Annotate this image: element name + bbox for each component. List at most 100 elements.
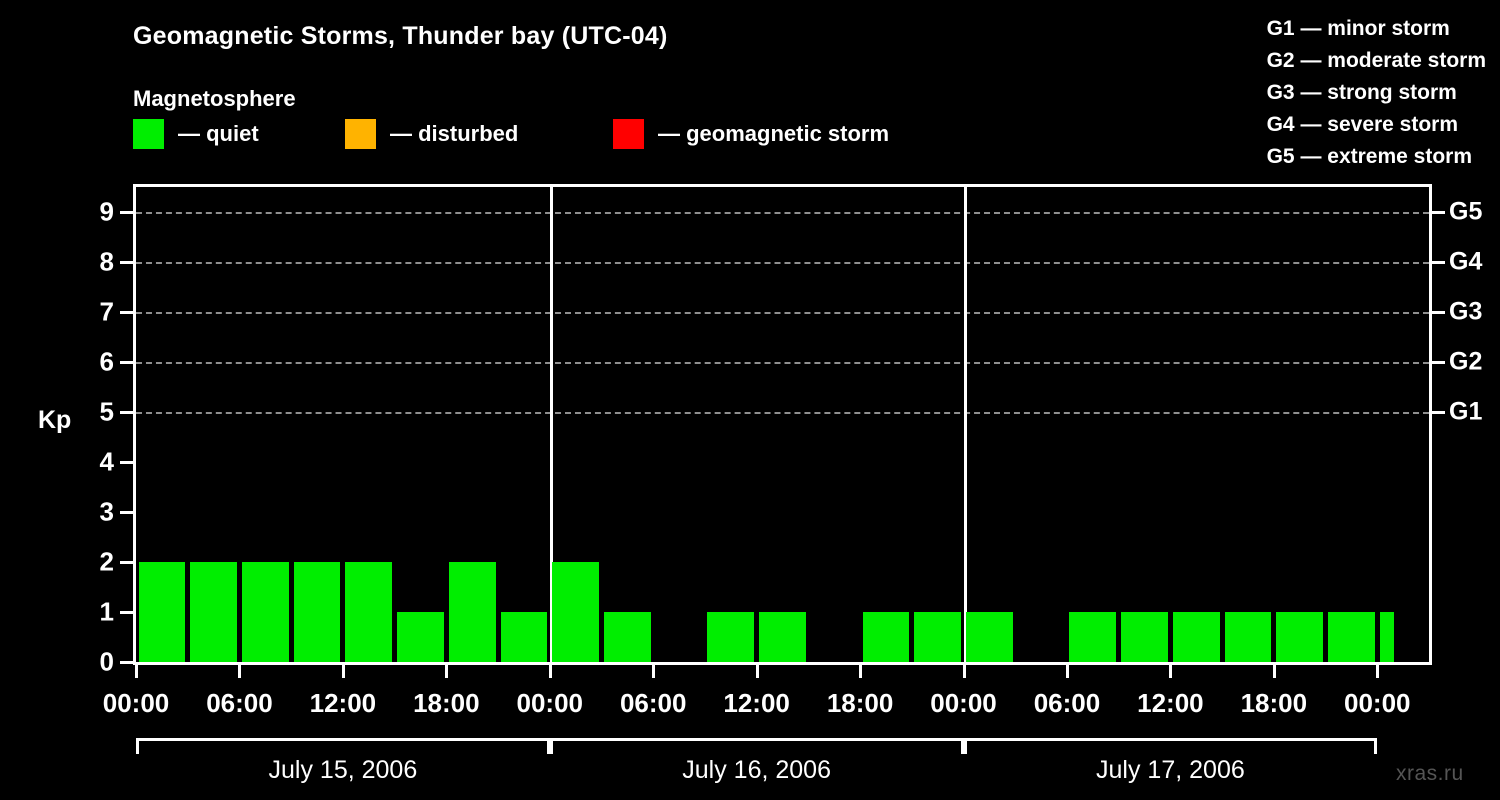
kp-bar [190, 562, 237, 662]
gridline [136, 262, 1429, 264]
g-scale-row: G4 — severe storm [1266, 113, 1459, 136]
x-axis-tick [1169, 665, 1173, 678]
kp-bar [1276, 612, 1324, 662]
x-axis-tick [1272, 665, 1276, 678]
legend-item: — quiet [133, 119, 259, 149]
y-axis-title: Kp [38, 406, 72, 434]
date-label: July 16, 2006 [682, 756, 831, 784]
date-bracket [549, 738, 964, 754]
y-axis-tick [120, 511, 133, 514]
x-axis-tick-label: 12:00 [309, 688, 377, 718]
x-axis-tick [238, 665, 242, 678]
day-separator [963, 187, 967, 662]
date-bracket [963, 738, 1378, 754]
x-axis-tick-label: 00:00 [1344, 688, 1411, 718]
day-separator [549, 187, 553, 662]
kp-bar [603, 612, 651, 662]
right-axis-tick-label: G2 [1449, 347, 1483, 376]
x-axis-tick [859, 665, 863, 678]
x-axis-tick [341, 665, 345, 678]
kp-bar [966, 612, 1013, 662]
kp-bar [707, 612, 755, 662]
x-axis-tick-label: 12:00 [1137, 688, 1204, 718]
date-bracket [136, 738, 550, 754]
y-axis-tick-label: 2 [99, 546, 114, 577]
y-axis-tick-label: 9 [99, 196, 114, 227]
x-axis-tick-label: 12:00 [723, 688, 790, 718]
page-title: Geomagnetic Storms, Thunder bay (UTC-04) [133, 22, 668, 50]
g-scale-legend: G1 — minor storm G2 — moderate storm G3 — … [1267, 13, 1486, 173]
chart-subtitle: Magnetosphere [133, 86, 296, 111]
kp-bar [241, 562, 289, 662]
bar-series [136, 187, 1429, 662]
x-axis-tick-label: 18:00 [826, 688, 894, 718]
x-axis-tick [1065, 665, 1069, 678]
g-scale-row: G1 — minor storm [1266, 17, 1450, 40]
right-axis-tick [1432, 411, 1445, 414]
green-square-swatch [133, 119, 164, 149]
y-axis-tick-label: 8 [99, 246, 114, 277]
y-axis-tick-label: 3 [99, 496, 114, 527]
kp-bar [138, 562, 186, 662]
x-axis-tick-label: 00:00 [516, 688, 584, 718]
legend-item: — geomagnetic storm [613, 119, 889, 149]
kp-bar [759, 612, 806, 662]
kp-bar [397, 612, 444, 662]
y-axis-tick-label: 5 [99, 396, 114, 427]
kp-bar [1172, 612, 1220, 662]
y-axis-tick-label: 1 [99, 596, 114, 627]
g-scale-row: G5 — extreme storm [1266, 145, 1473, 168]
y-axis-tick [120, 661, 133, 664]
kp-bar [1121, 612, 1168, 662]
kp-bar [1069, 612, 1117, 662]
x-axis-tick-label: 06:00 [1033, 688, 1101, 718]
x-axis-tick-label: 00:00 [102, 688, 170, 718]
gridline [136, 212, 1429, 214]
y-axis-tick-label: 6 [99, 346, 114, 377]
right-axis-tick [1432, 261, 1445, 264]
right-axis-tick-label: G3 [1449, 297, 1483, 326]
right-axis-tick-label: G1 [1449, 397, 1483, 426]
y-axis-tick-label: 4 [99, 446, 114, 477]
watermark: xras.ru [1396, 762, 1464, 785]
legend-item-label: — disturbed [390, 121, 519, 146]
y-axis-tick-label: 7 [99, 296, 114, 327]
g-scale-row: G2 — moderate storm [1266, 49, 1486, 72]
x-axis-tick-label: 18:00 [1240, 688, 1308, 718]
right-axis-tick-label: G5 [1449, 197, 1483, 226]
red-square-swatch [613, 119, 644, 149]
x-axis-tick [548, 665, 552, 678]
kp-bar [500, 612, 548, 662]
x-axis-tick [755, 665, 759, 678]
legend-item-label: — quiet [178, 121, 259, 146]
y-axis-tick [120, 611, 133, 614]
orange-square-swatch [345, 119, 376, 149]
gridline [136, 362, 1429, 364]
x-axis-tick [652, 665, 656, 678]
y-axis-tick [120, 311, 133, 314]
kp-bar [914, 612, 962, 662]
y-axis-tick [120, 261, 133, 264]
kp-bar [1328, 612, 1375, 662]
g-scale-row: G3 — strong storm [1266, 81, 1457, 104]
y-axis-tick-label: 0 [99, 646, 114, 677]
x-axis-tick-label: 06:00 [206, 688, 273, 718]
x-axis-tick [135, 665, 138, 678]
x-axis-tick [445, 665, 449, 678]
x-axis-tick-label: 00:00 [930, 688, 997, 718]
kp-bar [293, 562, 341, 662]
y-axis-tick [120, 361, 133, 364]
right-axis-tick [1432, 311, 1445, 314]
plot-area [133, 184, 1432, 665]
kp-bar [345, 562, 393, 662]
right-axis-tick-label: G4 [1449, 247, 1483, 276]
y-axis-tick [120, 411, 133, 414]
kp-bar [1224, 612, 1272, 662]
gridline [136, 412, 1429, 414]
right-axis-tick [1432, 361, 1445, 364]
date-label: July 17, 2006 [1096, 756, 1245, 784]
gridline [136, 312, 1429, 314]
legend-item: — disturbed [345, 119, 518, 149]
right-axis-tick [1432, 211, 1445, 214]
